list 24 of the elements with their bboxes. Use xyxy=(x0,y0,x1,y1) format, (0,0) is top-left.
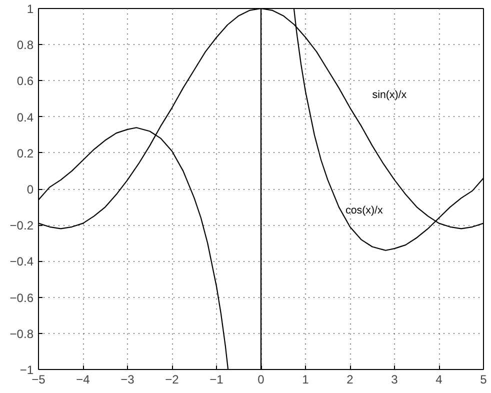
series-label: cos(x)/x xyxy=(346,204,384,217)
y-tick-label: −0.4 xyxy=(10,254,34,269)
y-tick-label: 0.8 xyxy=(16,38,34,52)
x-tick-label: 2 xyxy=(346,372,354,386)
y-tick-label: 0 xyxy=(26,182,34,196)
x-tick-label: 1 xyxy=(302,372,310,386)
x-tick-label: 4 xyxy=(436,372,443,386)
y-tick-label: 1 xyxy=(26,2,34,16)
y-tick-label: 0.4 xyxy=(16,110,34,124)
text: sin(x)/x xyxy=(372,89,408,102)
x-tick-label: −5 xyxy=(32,372,46,386)
x-tick-label: 5 xyxy=(480,372,488,386)
x-tick-label: −2 xyxy=(165,372,180,386)
y-tick-label: 0.2 xyxy=(16,146,34,160)
x-tick-label: −1 xyxy=(210,372,224,386)
x-tick-label: 0 xyxy=(258,372,265,386)
y-tick-label: −0.6 xyxy=(10,290,34,305)
x-tick-label: −4 xyxy=(76,372,90,386)
y-tick-label: −0.8 xyxy=(10,326,34,341)
x-tick-label: 3 xyxy=(391,372,398,386)
x-tick-label: −3 xyxy=(120,372,135,386)
y-tick-label: −0.2 xyxy=(10,218,34,233)
y-tick-label: −1 xyxy=(20,363,34,377)
y-tick-label: 0.6 xyxy=(16,74,34,88)
